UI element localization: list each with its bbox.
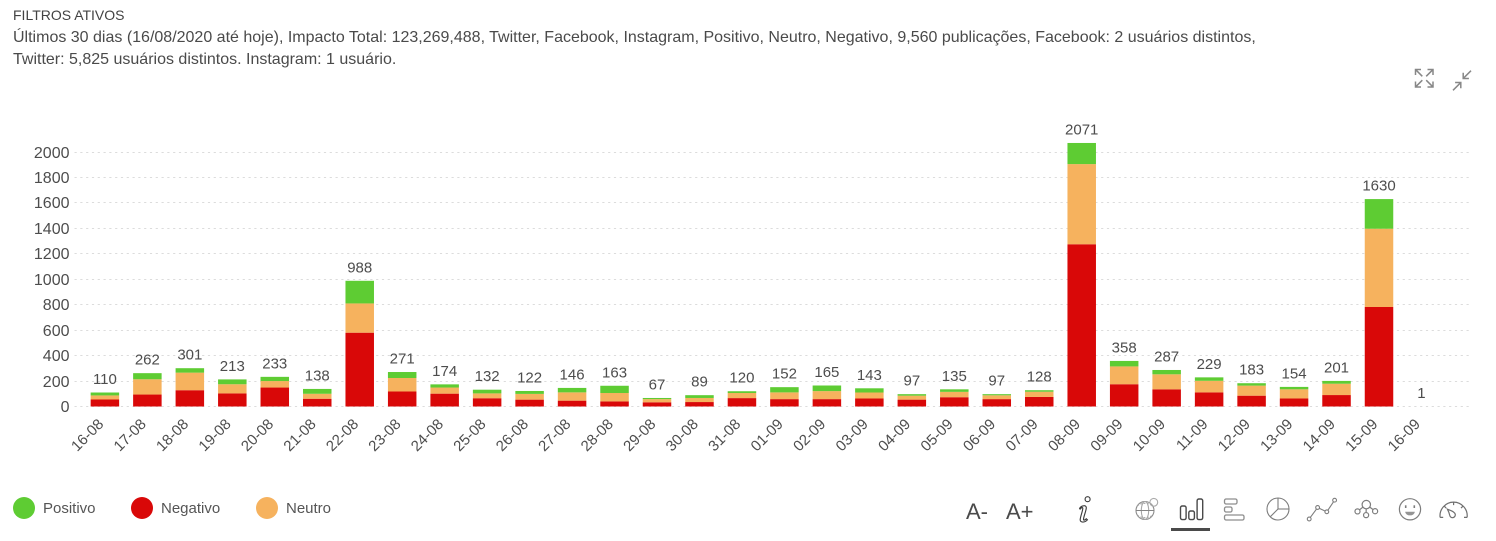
svg-text:183: 183: [1239, 362, 1264, 379]
svg-text:08-09: 08-09: [1045, 416, 1084, 455]
svg-text:233: 233: [262, 355, 287, 372]
svg-text:21-08: 21-08: [280, 416, 319, 455]
svg-text:24-08: 24-08: [408, 416, 447, 455]
svg-text:23-08: 23-08: [365, 416, 404, 455]
svg-text:18-08: 18-08: [153, 416, 192, 455]
svg-text:135: 135: [942, 368, 967, 385]
svg-text:11-09: 11-09: [1173, 416, 1211, 454]
svg-text:20-08: 20-08: [238, 416, 277, 455]
svg-text:213: 213: [220, 358, 245, 375]
svg-text:1800: 1800: [34, 170, 70, 187]
svg-text:165: 165: [814, 364, 839, 381]
svg-text:14-09: 14-09: [1300, 416, 1339, 455]
svg-text:128: 128: [1027, 369, 1052, 386]
svg-text:132: 132: [475, 368, 500, 385]
svg-text:201: 201: [1324, 359, 1349, 376]
svg-text:143: 143: [857, 367, 882, 384]
svg-text:67: 67: [649, 376, 666, 393]
svg-text:26-08: 26-08: [493, 416, 532, 455]
svg-text:29-08: 29-08: [620, 416, 659, 455]
svg-text:122: 122: [517, 369, 542, 386]
svg-text:163: 163: [602, 364, 627, 381]
svg-text:97: 97: [903, 373, 920, 390]
svg-text:16-08: 16-08: [68, 416, 107, 455]
svg-text:01-09: 01-09: [748, 416, 787, 455]
svg-text:31-08: 31-08: [705, 416, 744, 455]
svg-text:19-08: 19-08: [195, 416, 234, 455]
svg-text:02-09: 02-09: [790, 416, 829, 455]
svg-text:15-09: 15-09: [1342, 416, 1381, 455]
svg-text:400: 400: [43, 348, 70, 365]
svg-text:988: 988: [347, 259, 372, 276]
svg-text:1200: 1200: [34, 246, 70, 263]
svg-text:152: 152: [772, 366, 797, 383]
svg-text:16-09: 16-09: [1385, 416, 1424, 455]
svg-text:120: 120: [729, 370, 754, 387]
svg-text:146: 146: [560, 366, 585, 383]
svg-text:287: 287: [1154, 348, 1179, 365]
svg-text:06-09: 06-09: [960, 416, 999, 455]
svg-text:271: 271: [390, 351, 415, 368]
svg-text:800: 800: [43, 297, 70, 314]
svg-text:27-08: 27-08: [535, 416, 574, 455]
svg-text:1000: 1000: [34, 272, 70, 289]
svg-text:1600: 1600: [34, 195, 70, 212]
svg-text:110: 110: [93, 371, 117, 388]
svg-text:2071: 2071: [1065, 121, 1098, 138]
svg-text:262: 262: [135, 352, 160, 369]
svg-text:200: 200: [43, 374, 70, 391]
svg-text:1630: 1630: [1362, 178, 1395, 195]
svg-text:1400: 1400: [34, 221, 70, 238]
svg-text:10-09: 10-09: [1130, 416, 1169, 455]
svg-text:28-08: 28-08: [578, 416, 617, 455]
svg-text:229: 229: [1197, 356, 1222, 373]
svg-text:05-09: 05-09: [917, 416, 956, 455]
svg-text:07-09: 07-09: [1002, 416, 1041, 455]
svg-text:25-08: 25-08: [450, 416, 489, 455]
svg-text:04-09: 04-09: [875, 416, 914, 455]
svg-text:301: 301: [177, 347, 202, 364]
svg-text:154: 154: [1282, 365, 1307, 382]
svg-text:174: 174: [432, 363, 457, 380]
svg-text:138: 138: [305, 367, 330, 384]
svg-text:03-09: 03-09: [833, 416, 872, 455]
svg-text:13-09: 13-09: [1257, 416, 1296, 455]
svg-text:89: 89: [691, 374, 708, 391]
svg-text:30-08: 30-08: [663, 416, 702, 455]
svg-text:09-09: 09-09: [1087, 416, 1126, 455]
svg-text:1: 1: [1417, 385, 1425, 402]
svg-text:97: 97: [988, 373, 1005, 390]
svg-text:600: 600: [43, 323, 70, 340]
svg-text:2000: 2000: [34, 145, 70, 162]
svg-text:17-08: 17-08: [111, 416, 150, 455]
svg-text:0: 0: [61, 399, 70, 416]
svg-text:22-08: 22-08: [323, 416, 362, 455]
svg-text:12-09: 12-09: [1215, 416, 1254, 455]
svg-text:358: 358: [1112, 339, 1137, 356]
